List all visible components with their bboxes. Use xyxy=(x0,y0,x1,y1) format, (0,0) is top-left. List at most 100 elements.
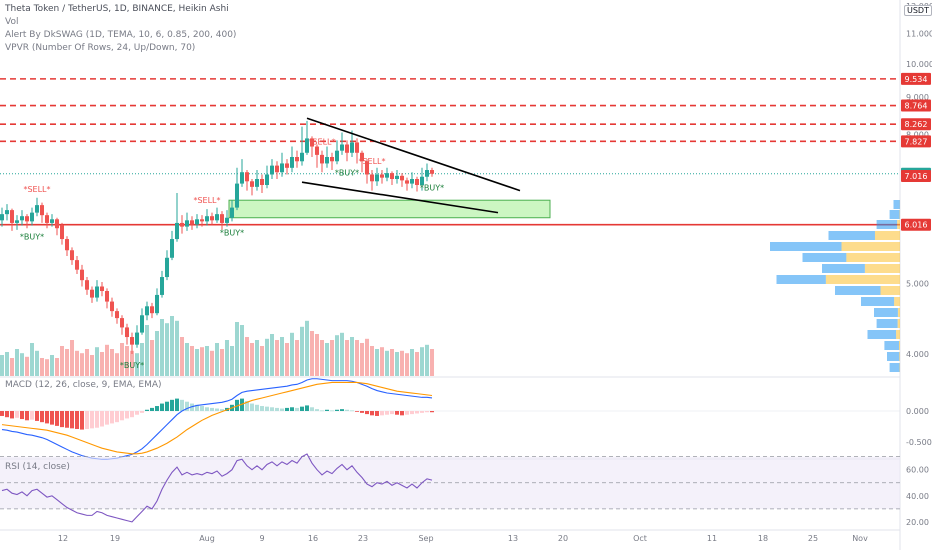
macd-histogram-bar xyxy=(395,411,399,415)
candle-body xyxy=(25,216,29,222)
macd-histogram-bar xyxy=(255,404,259,411)
macd-histogram-bar xyxy=(80,411,84,430)
currency-badge[interactable]: USDT xyxy=(904,5,932,16)
volume-profile-down xyxy=(897,220,900,229)
volume-bar xyxy=(20,353,24,376)
price-badge-bg xyxy=(901,135,931,148)
candle-body xyxy=(15,220,19,223)
candle-body xyxy=(400,175,404,181)
macd-histogram-bar xyxy=(95,411,99,428)
candle-body xyxy=(335,150,339,162)
volume-profile-up xyxy=(876,319,898,328)
candle-body xyxy=(295,156,299,162)
volume-profile-down xyxy=(874,231,900,240)
candle-body xyxy=(35,205,39,213)
time-axis-tick: 25 xyxy=(808,534,818,543)
macd-histogram-bar xyxy=(405,411,409,415)
macd-histogram-bar xyxy=(35,411,39,421)
volume-profile-up xyxy=(874,308,898,317)
volume-bar xyxy=(90,355,94,376)
volume-bar xyxy=(25,356,29,376)
candle-body xyxy=(380,174,384,178)
macd-histogram-bar xyxy=(420,411,424,413)
candle-body xyxy=(10,210,14,223)
volume-bar xyxy=(45,359,49,376)
volume-bar xyxy=(330,340,334,376)
macd-histogram-bar xyxy=(215,408,219,411)
macd-histogram-bar xyxy=(365,411,369,415)
volume-bar xyxy=(165,323,169,376)
volume-bar xyxy=(10,358,14,376)
sell-signal-label: *SELL* xyxy=(358,157,385,166)
volume-bar xyxy=(130,350,134,376)
volume-profile-up xyxy=(893,200,900,209)
candle-body xyxy=(30,212,34,222)
macd-histogram-bar xyxy=(150,407,154,411)
candle-body xyxy=(290,156,294,168)
macd-histogram-bar xyxy=(105,411,109,425)
volume-profile-down xyxy=(841,242,900,251)
volume-bar xyxy=(345,340,349,376)
volume-bar xyxy=(410,349,414,376)
macd-histogram-bar xyxy=(260,406,264,411)
volume-bar xyxy=(395,352,399,376)
candle-body xyxy=(415,179,419,185)
volume-bar xyxy=(30,343,34,376)
volume-bar xyxy=(140,343,144,376)
volume-bar xyxy=(75,350,79,376)
volume-bar xyxy=(185,343,189,376)
volume-bar xyxy=(425,344,429,376)
volume-bar xyxy=(230,346,234,376)
candle-body xyxy=(100,286,104,292)
macd-histogram-bar xyxy=(155,406,159,411)
macd-histogram-bar xyxy=(390,411,394,415)
volume-bar xyxy=(150,340,154,376)
volume-bar xyxy=(290,332,294,376)
volume-profile-down xyxy=(864,264,900,273)
candle-body xyxy=(285,163,289,168)
candle-body xyxy=(270,165,274,175)
volume-profile-down xyxy=(899,352,900,361)
macd-histogram-bar xyxy=(245,401,249,411)
macd-histogram-bar xyxy=(70,411,74,429)
macd-histogram-bar xyxy=(210,407,214,411)
candle-body xyxy=(220,214,224,223)
volume-bar xyxy=(270,334,274,376)
candle-body xyxy=(20,216,24,221)
sell-signal-label: *SELL* xyxy=(308,138,335,147)
buy-signal-label: *BUY* xyxy=(335,168,359,177)
macd-histogram-bar xyxy=(360,411,364,413)
macd-histogram-bar xyxy=(5,411,9,418)
candle-body xyxy=(120,318,124,328)
volume-bar xyxy=(5,352,9,376)
candle-body xyxy=(210,216,214,221)
macd-histogram-bar xyxy=(340,409,344,411)
candle-body xyxy=(50,219,54,223)
macd-histogram-bar xyxy=(160,403,164,411)
buy-signal-label: *BUY* xyxy=(20,233,44,242)
volume-bar xyxy=(340,332,344,376)
price-badge-bg xyxy=(901,170,931,183)
volume-bar xyxy=(175,320,179,376)
macd-histogram-bar xyxy=(90,411,94,429)
candle-body xyxy=(5,210,9,215)
macd-histogram-bar xyxy=(270,407,274,411)
candle-body xyxy=(395,175,399,180)
macd-histogram-bar xyxy=(205,407,209,411)
volume-bar xyxy=(245,337,249,376)
candle-body xyxy=(345,144,349,153)
candle-body xyxy=(65,239,69,251)
candle-body xyxy=(405,180,409,184)
volume-bar xyxy=(155,331,159,376)
time-axis-tick: Nov xyxy=(852,534,868,543)
volume-bar xyxy=(15,349,19,376)
volume-bar xyxy=(65,349,69,376)
legend-main: Theta Token / TetherUS, 1D, BINANCE, Hei… xyxy=(5,4,229,14)
time-axis-tick: 20 xyxy=(558,534,568,543)
price-badge-bg xyxy=(901,99,931,112)
volume-profile-up xyxy=(884,341,900,350)
volume-bar xyxy=(60,346,64,376)
volume-bar xyxy=(320,340,324,376)
volume-bar xyxy=(285,343,289,376)
candle-body xyxy=(320,154,324,164)
